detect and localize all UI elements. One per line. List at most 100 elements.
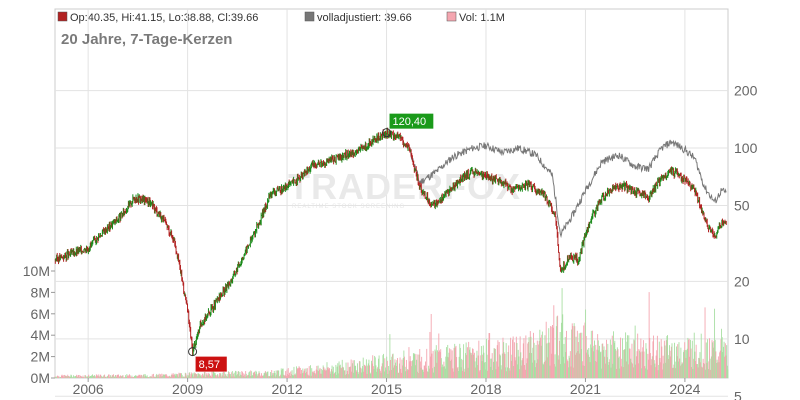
volume-bar-288 — [237, 371, 239, 378]
volume-bar-241 — [207, 374, 209, 378]
volume-bar-924 — [641, 351, 643, 378]
volume-bar-753 — [533, 332, 534, 378]
volume-bar-630 — [454, 347, 456, 378]
volume-bar-627 — [452, 371, 454, 378]
volume-bar-784 — [552, 327, 554, 378]
volume-bar-1014 — [698, 358, 700, 378]
volume-bar-378 — [294, 374, 296, 378]
volume-bar-216 — [191, 374, 193, 378]
volume-bar-119 — [130, 376, 132, 378]
volume-bar-26 — [71, 375, 73, 378]
volume-bar-544 — [400, 368, 402, 378]
volume-bar-715 — [508, 368, 510, 378]
volume-bar-524 — [387, 373, 389, 378]
volume-bar-584 — [425, 368, 427, 378]
volume-bar-133 — [139, 374, 141, 378]
volume-bar-464 — [349, 366, 351, 378]
volume-bar-174 — [165, 374, 167, 378]
volume-bar-132 — [138, 374, 140, 378]
volume-bar-868 — [606, 339, 608, 378]
volume-bar-819 — [574, 354, 576, 378]
volume-bar-71 — [99, 374, 101, 378]
volume-bar-522 — [386, 356, 388, 378]
volume-bar-500 — [372, 355, 374, 378]
volume-bar-672 — [481, 361, 483, 378]
volume-bar-768 — [542, 363, 544, 378]
volume-bar-237 — [205, 376, 207, 378]
volume-bar-361 — [283, 375, 285, 378]
volume-bar-546 — [401, 359, 403, 378]
volume-bar-344 — [273, 373, 275, 378]
volume-bar-396 — [306, 371, 308, 378]
volume-bar-504 — [374, 357, 376, 378]
volume-bar-658 — [472, 348, 474, 378]
volume-bar-42 — [81, 376, 83, 378]
volume-bar-95 — [114, 375, 116, 378]
volume-bar-295 — [242, 372, 243, 378]
volume-bar-47 — [84, 375, 86, 378]
volume-bar-171 — [163, 374, 165, 378]
volume-bar-708 — [504, 354, 506, 378]
volume-bar-983 — [679, 358, 681, 378]
volume-bar-129 — [136, 376, 138, 378]
volume-bar-886 — [617, 349, 619, 378]
volume-bar-104 — [120, 375, 122, 378]
volume-bar-424 — [323, 370, 325, 378]
volume-bar-665 — [477, 365, 479, 378]
volume-bar-891 — [620, 366, 622, 378]
volume-bar-170 — [162, 374, 164, 378]
volume-bar-187 — [173, 375, 175, 378]
volume-bar-607 — [440, 349, 442, 378]
volume-bar-494 — [368, 359, 370, 378]
volume-bar-928 — [644, 366, 646, 378]
adjusted-series — [409, 139, 727, 239]
volume-bar-1023 — [704, 307, 706, 378]
volume-bar-41 — [80, 375, 82, 378]
volume-bar-92 — [113, 374, 114, 378]
volume-bar-414 — [317, 365, 319, 378]
volume-bar-157 — [154, 376, 156, 378]
volume-bar-919 — [638, 349, 640, 378]
volume-bar-958 — [663, 363, 665, 378]
volume-bar-738 — [523, 338, 525, 378]
volume-bar-74 — [101, 377, 103, 378]
volume-bar-36 — [77, 375, 79, 378]
volume-bar-1043 — [717, 362, 719, 378]
volume-bar-201 — [182, 376, 184, 378]
volume-bar-474 — [355, 370, 357, 378]
volume-bar-796 — [560, 364, 562, 378]
volume-bar-573 — [418, 354, 420, 378]
volume-bar-960 — [664, 345, 666, 378]
volume-axis-ticks: 10M 8M 6M 4M 2M 0M — [23, 263, 55, 386]
volume-bar-391 — [303, 372, 304, 378]
volume-bar-827 — [580, 332, 581, 378]
volume-bar-499 — [371, 363, 373, 378]
volume-bar-264 — [222, 372, 224, 378]
volume-bar-855 — [597, 340, 599, 378]
volume-bar-763 — [539, 329, 541, 378]
volume-bar-1051 — [722, 352, 724, 378]
volume-bar-9 — [60, 376, 62, 378]
volume-bar-758 — [536, 363, 538, 378]
volume-bar-408 — [313, 370, 315, 378]
annotation-label-1: 8,57 — [199, 359, 220, 371]
volume-bar-35 — [76, 376, 78, 378]
volume-bar-974 — [673, 364, 675, 378]
volume-bar-506 — [376, 371, 377, 378]
volume-bar-575 — [419, 361, 421, 378]
volume-bar-1031 — [709, 358, 711, 378]
volume-bar-406 — [312, 371, 314, 378]
volume-bar-251 — [214, 373, 215, 378]
volume-bar-516 — [382, 355, 384, 378]
volume-bar-480 — [359, 361, 361, 378]
volume-bar-32 — [74, 376, 76, 378]
volume-bar-905 — [629, 348, 631, 378]
volume-bar-349 — [276, 374, 278, 378]
volume-bar-28 — [72, 376, 74, 378]
volume-bar-512 — [379, 370, 381, 378]
volume-bar-363 — [285, 371, 287, 378]
volume-bar-993 — [685, 357, 687, 378]
volume-bar-925 — [642, 347, 644, 378]
volume-bar-578 — [421, 369, 423, 378]
volume-bar-197 — [179, 372, 181, 378]
